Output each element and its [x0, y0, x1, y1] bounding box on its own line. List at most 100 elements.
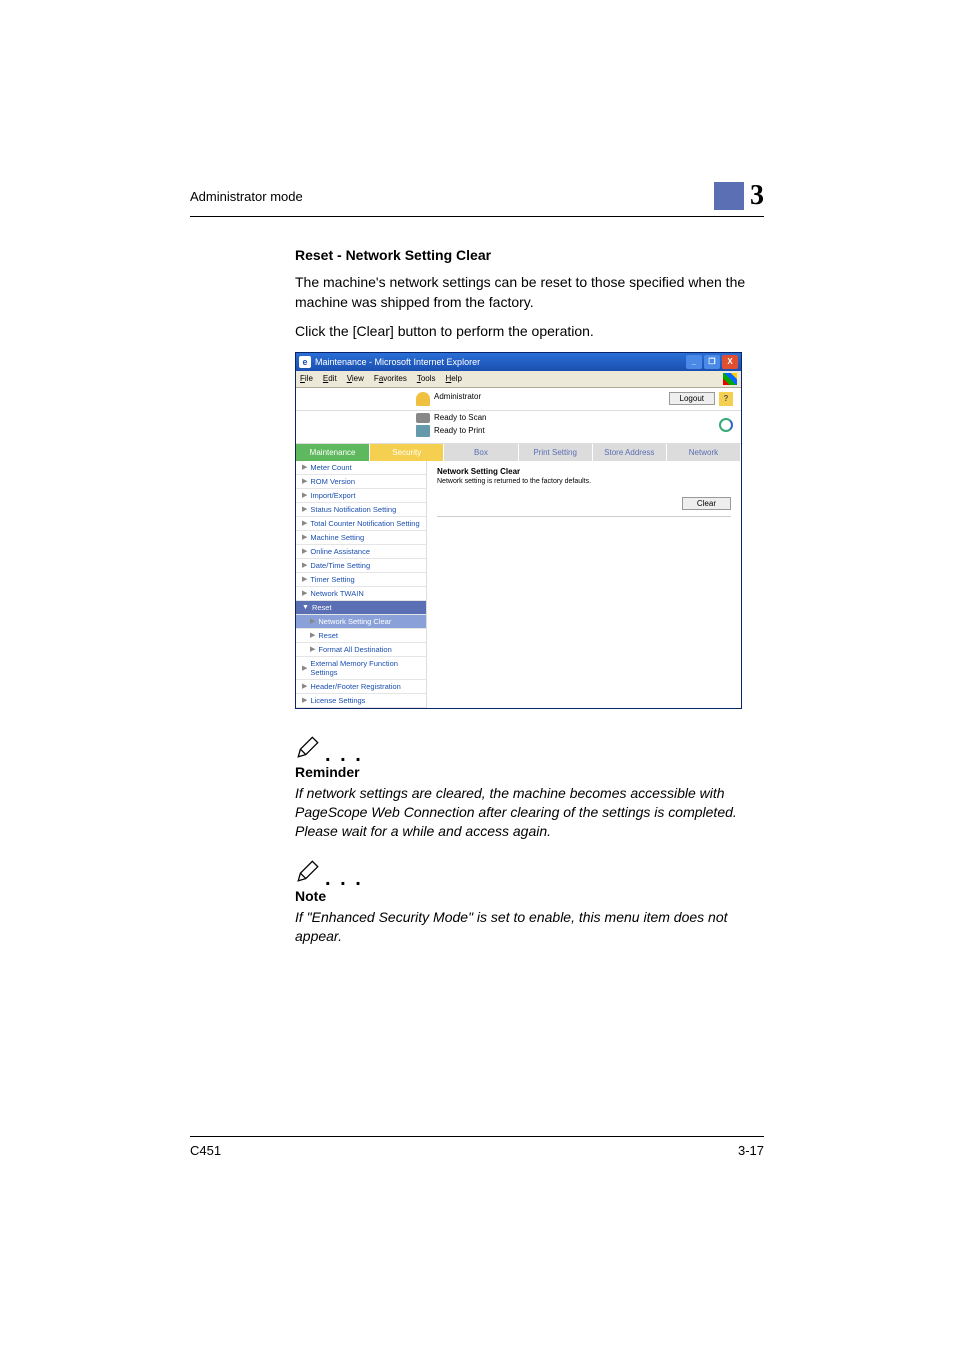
- ie-menubar: File Edit View Favorites Tools Help: [296, 371, 741, 388]
- printer-icon: [416, 425, 430, 437]
- sidebar-label: Network TWAIN: [310, 589, 363, 598]
- menu-file[interactable]: File: [300, 374, 313, 383]
- section-para-2: Click the [Clear] button to perform the …: [295, 322, 764, 342]
- admin-icon: [416, 392, 430, 406]
- sidebar-label: Network Setting Clear: [318, 617, 391, 626]
- tri-icon: ▶: [302, 696, 307, 704]
- sidebar-label: Reset: [318, 631, 338, 640]
- sidebar-item-meter-count[interactable]: ▶Meter Count: [296, 461, 426, 475]
- ie-window-title: Maintenance - Microsoft Internet Explore…: [315, 357, 480, 367]
- sidebar-subitem-format-all[interactable]: ▶Format All Destination: [296, 643, 426, 657]
- sidebar-label: Total Counter Notification Setting: [310, 519, 419, 528]
- sidebar-item-status-notification[interactable]: ▶Status Notification Setting: [296, 503, 426, 517]
- footer-rule: [190, 1136, 764, 1137]
- clear-button[interactable]: Clear: [682, 497, 731, 510]
- tri-icon: ▶: [302, 664, 307, 672]
- sidebar-label: Import/Export: [310, 491, 355, 500]
- sidebar-label: Reset: [312, 603, 332, 612]
- header-mode: Administrator mode: [190, 189, 303, 204]
- footer-model: C451: [190, 1143, 221, 1158]
- sidebar-label: External Memory Function Settings: [310, 659, 422, 677]
- ie-window: e Maintenance - Microsoft Internet Explo…: [295, 352, 742, 709]
- admin-label: Administrator: [434, 392, 481, 401]
- sidebar-item-license-settings[interactable]: ▶License Settings: [296, 694, 426, 708]
- tri-icon: ▶: [302, 519, 307, 527]
- status-scan: Ready to Scan: [434, 413, 486, 422]
- tab-security[interactable]: Security: [370, 444, 444, 461]
- tri-icon: ▶: [302, 505, 307, 513]
- main-panel-rule: [437, 516, 731, 517]
- ellipsis-icon: . . .: [325, 750, 363, 760]
- menu-edit[interactable]: Edit: [323, 374, 337, 383]
- tri-icon: ▶: [310, 631, 315, 639]
- sidebar-item-machine-setting[interactable]: ▶Machine Setting: [296, 531, 426, 545]
- section-title: Reset - Network Setting Clear: [295, 247, 764, 263]
- status-bar: Ready to Scan Ready to Print: [296, 411, 741, 444]
- sidebar-label: Date/Time Setting: [310, 561, 370, 570]
- tri-icon: ▶: [302, 477, 307, 485]
- tab-box[interactable]: Box: [444, 444, 518, 461]
- sidebar-label: Timer Setting: [310, 575, 354, 584]
- tri-icon: ▶: [310, 645, 315, 653]
- menu-help[interactable]: Help: [446, 374, 462, 383]
- sidebar-label: Status Notification Setting: [310, 505, 396, 514]
- menu-view[interactable]: View: [347, 374, 364, 383]
- logout-button[interactable]: Logout: [669, 392, 715, 405]
- sidebar-label: Online Assistance: [310, 547, 370, 556]
- main-panel-desc: Network setting is returned to the facto…: [437, 478, 731, 485]
- scanner-icon: [416, 413, 430, 423]
- section-para-1: The machine's network settings can be re…: [295, 273, 764, 312]
- main-panel: Network Setting Clear Network setting is…: [427, 461, 741, 708]
- help-button[interactable]: ?: [719, 392, 733, 406]
- status-print: Ready to Print: [434, 426, 485, 435]
- sidebar-item-external-memory[interactable]: ▶External Memory Function Settings: [296, 657, 426, 680]
- pencil-icon: [295, 734, 321, 760]
- header-rule: [190, 216, 764, 217]
- tab-network[interactable]: Network: [667, 444, 741, 461]
- sidebar-item-timer-setting[interactable]: ▶Timer Setting: [296, 573, 426, 587]
- reminder-text: If network settings are cleared, the mac…: [295, 784, 764, 841]
- sidebar-item-online-assistance[interactable]: ▶Online Assistance: [296, 545, 426, 559]
- sidebar: ▶Meter Count ▶ROM Version ▶Import/Export…: [296, 461, 427, 708]
- close-button[interactable]: X: [722, 355, 738, 369]
- tab-print-setting[interactable]: Print Setting: [519, 444, 593, 461]
- sidebar-item-import-export[interactable]: ▶Import/Export: [296, 489, 426, 503]
- webconnection-header: Administrator Logout ?: [296, 388, 741, 411]
- sidebar-item-date-time[interactable]: ▶Date/Time Setting: [296, 559, 426, 573]
- sidebar-item-reset[interactable]: ▼Reset: [296, 601, 426, 615]
- tri-icon: ▶: [302, 589, 307, 597]
- sidebar-item-header-footer[interactable]: ▶Header/Footer Registration: [296, 680, 426, 694]
- tab-maintenance[interactable]: Maintenance: [296, 444, 370, 461]
- ie-titlebar: e Maintenance - Microsoft Internet Explo…: [296, 353, 741, 371]
- minimize-button[interactable]: _: [686, 355, 702, 369]
- maximize-button[interactable]: ❐: [704, 355, 720, 369]
- menu-tools[interactable]: Tools: [417, 374, 436, 383]
- chapter-color-bar: [714, 182, 744, 210]
- sidebar-label: Meter Count: [310, 463, 351, 472]
- tri-icon: ▶: [302, 463, 307, 471]
- sidebar-item-rom-version[interactable]: ▶ROM Version: [296, 475, 426, 489]
- chapter-badge: 3: [714, 180, 764, 212]
- ie-app-icon: e: [299, 356, 311, 368]
- tri-icon: ▶: [302, 491, 307, 499]
- menu-favorites[interactable]: Favorites: [374, 374, 407, 383]
- sidebar-label: ROM Version: [310, 477, 355, 486]
- tri-icon: ▶: [302, 575, 307, 583]
- sidebar-subitem-reset[interactable]: ▶Reset: [296, 629, 426, 643]
- tri-down-icon: ▼: [302, 604, 309, 611]
- tri-icon: ▶: [302, 682, 307, 690]
- ie-flag-icon: [723, 373, 737, 385]
- sidebar-subitem-network-setting-clear[interactable]: ▶Network Setting Clear: [296, 615, 426, 629]
- reminder-label: Reminder: [295, 764, 764, 780]
- chapter-number: 3: [750, 180, 764, 212]
- sidebar-item-total-counter[interactable]: ▶Total Counter Notification Setting: [296, 517, 426, 531]
- sidebar-label: Header/Footer Registration: [310, 682, 400, 691]
- sidebar-item-network-twain[interactable]: ▶Network TWAIN: [296, 587, 426, 601]
- footer-page-number: 3-17: [738, 1143, 764, 1158]
- sidebar-label: License Settings: [310, 696, 365, 705]
- tri-icon: ▶: [302, 561, 307, 569]
- refresh-icon[interactable]: [719, 418, 733, 432]
- note-text: If "Enhanced Security Mode" is set to en…: [295, 908, 764, 946]
- sidebar-label: Machine Setting: [310, 533, 364, 542]
- tab-store-address[interactable]: Store Address: [593, 444, 667, 461]
